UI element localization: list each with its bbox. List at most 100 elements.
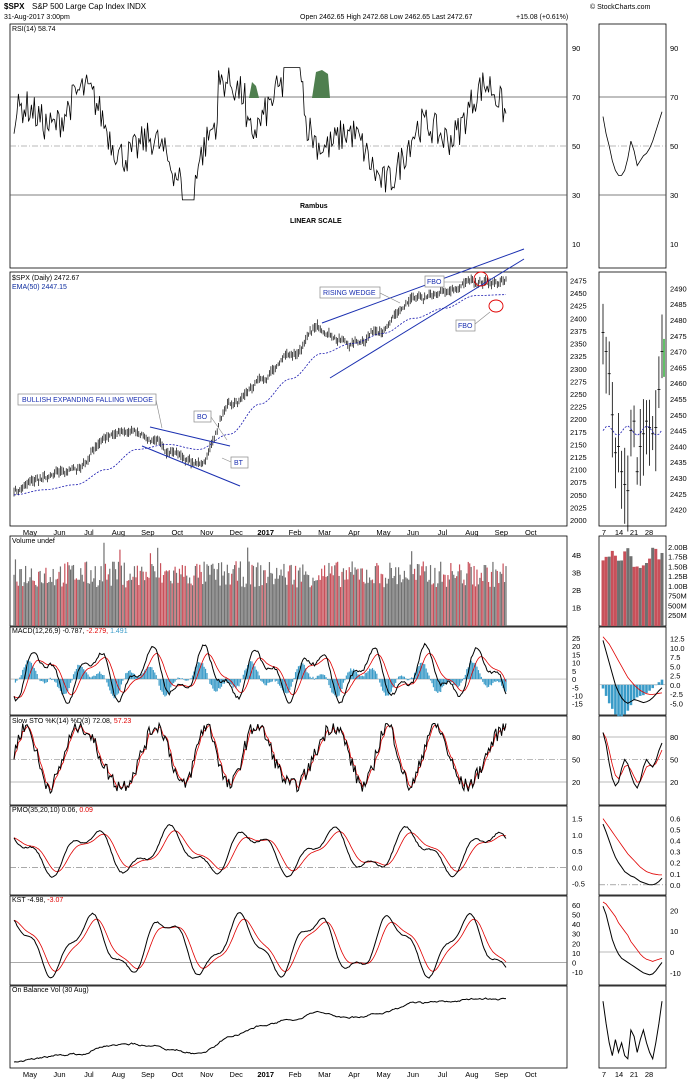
macd-histogram-bar — [315, 677, 317, 680]
volume-bar — [267, 576, 269, 626]
volume-bar — [444, 574, 446, 626]
sto-ytick: 80 — [572, 733, 580, 742]
zoom-macd-histogram-bar — [660, 679, 664, 685]
volume-bar — [428, 579, 430, 626]
macd-histogram-bar — [379, 679, 381, 683]
macd-histogram-bar — [64, 679, 66, 694]
macd-histogram-bar — [234, 679, 236, 687]
zoom-price-ytick: 2430 — [670, 474, 687, 483]
macd-histogram-bar — [248, 661, 250, 680]
macd-histogram-bar — [71, 679, 73, 681]
volume-bar — [457, 571, 459, 626]
volume-bar — [223, 571, 226, 626]
zoom-macd-histogram-bar — [601, 684, 605, 689]
volume-bar — [296, 587, 298, 626]
macd-line — [13, 642, 507, 704]
volume-bar — [38, 571, 40, 626]
macd-histogram-bar — [344, 679, 346, 681]
zoom-pmo-line — [602, 823, 663, 886]
volume-bar — [113, 561, 115, 626]
volume-bar — [283, 563, 285, 626]
pmo-ytick: 0.0 — [572, 863, 582, 872]
volume-bar — [472, 584, 474, 626]
volume-bar — [422, 561, 424, 626]
zoom-volume-ytick: 750M — [668, 592, 687, 601]
macd-histogram-bar — [393, 679, 395, 687]
volume-bar — [35, 584, 37, 626]
macd-histogram-bar — [43, 679, 46, 684]
macd-histogram-bar — [308, 673, 310, 680]
macd-histogram-bar — [133, 673, 136, 680]
macd-histogram-bar — [276, 679, 278, 681]
macd-histogram-bar — [382, 679, 384, 691]
zoom-price-ytick: 2490 — [670, 284, 687, 293]
volume-bar — [351, 561, 353, 626]
macd-histogram-bar — [155, 675, 157, 680]
macd-ytick: 20 — [572, 642, 580, 651]
volume-bar — [132, 576, 134, 626]
volume-bar — [265, 583, 268, 626]
macd-histogram-bar — [480, 676, 482, 680]
volume-bar — [377, 565, 379, 626]
volume-bar — [380, 573, 382, 626]
macd-histogram-bar — [406, 679, 408, 681]
macd-histogram-bar — [313, 679, 316, 680]
zoom-price-ytick: 2420 — [670, 506, 687, 515]
volume-bar — [17, 585, 19, 626]
macd-histogram-bar — [412, 678, 414, 680]
macd-histogram-bar — [383, 679, 385, 693]
macd-histogram-bar — [460, 679, 462, 683]
zoom-pmo-ytick: 0.2 — [670, 859, 680, 868]
volume-bar — [52, 568, 54, 626]
x-axis-bottom-label: Sep — [495, 1070, 508, 1079]
price-ytick: 2325 — [570, 352, 587, 361]
zoom-sto-k-line — [602, 732, 663, 790]
macd-histogram-bar — [74, 671, 76, 680]
macd-histogram-bar — [328, 679, 330, 686]
volume-bar — [421, 566, 423, 626]
volume-bar — [309, 587, 311, 626]
volume-bar — [276, 567, 278, 626]
zoom-volume-ytick: 1.25B — [668, 572, 688, 581]
volume-bar — [162, 575, 165, 626]
macd-histogram-bar — [305, 668, 307, 680]
macd-histogram-bar — [409, 678, 411, 680]
zoom-volume-bar — [623, 551, 627, 626]
volume-bar — [219, 585, 221, 626]
x-axis-top-label: Jul — [84, 528, 94, 537]
price-ytick: 2425 — [570, 302, 587, 311]
macd-histogram-bar — [216, 679, 218, 692]
zoom-pmo-ytick: 0.5 — [670, 826, 680, 835]
macd-histogram-bar — [239, 679, 242, 683]
zoom-macd-signal-line — [602, 636, 663, 695]
volume-bar — [495, 569, 497, 626]
x-axis-bottom-label: Oct — [525, 1070, 538, 1079]
macd-histogram-bar — [348, 671, 350, 680]
header-name: S&P 500 Large Cap Index INDX — [32, 2, 147, 11]
volume-bar — [400, 582, 403, 626]
volume-bar — [130, 579, 133, 626]
macd-histogram-bar — [312, 676, 314, 680]
zoom-macd-ytick: -5.0 — [670, 699, 683, 708]
macd-histogram-bar — [493, 679, 495, 682]
macd-histogram-bar — [91, 676, 93, 680]
svg-text:BO: BO — [197, 414, 208, 421]
volume-bar — [424, 571, 426, 626]
volume-bar — [61, 586, 63, 626]
macd-histogram-bar — [215, 679, 217, 692]
macd-histogram-bar — [277, 679, 279, 685]
volume-bar — [502, 563, 504, 626]
volume-bar — [454, 578, 456, 626]
volume-bar — [461, 583, 464, 626]
volume-bar — [120, 565, 122, 626]
macd-histogram-bar — [289, 679, 291, 690]
header-quote: Open 2462.65 High 2472.68 Low 2462.65 La… — [300, 14, 473, 21]
volume-bar — [149, 553, 152, 626]
zoom-macd-histogram-bar — [642, 684, 645, 696]
volume-bar — [232, 569, 234, 626]
macd-histogram-bar — [61, 679, 63, 695]
macd-histogram-bar — [345, 675, 347, 680]
x-axis-top-label: May — [23, 528, 37, 537]
pmo-signal-line — [13, 830, 507, 873]
volume-bar — [158, 577, 160, 626]
